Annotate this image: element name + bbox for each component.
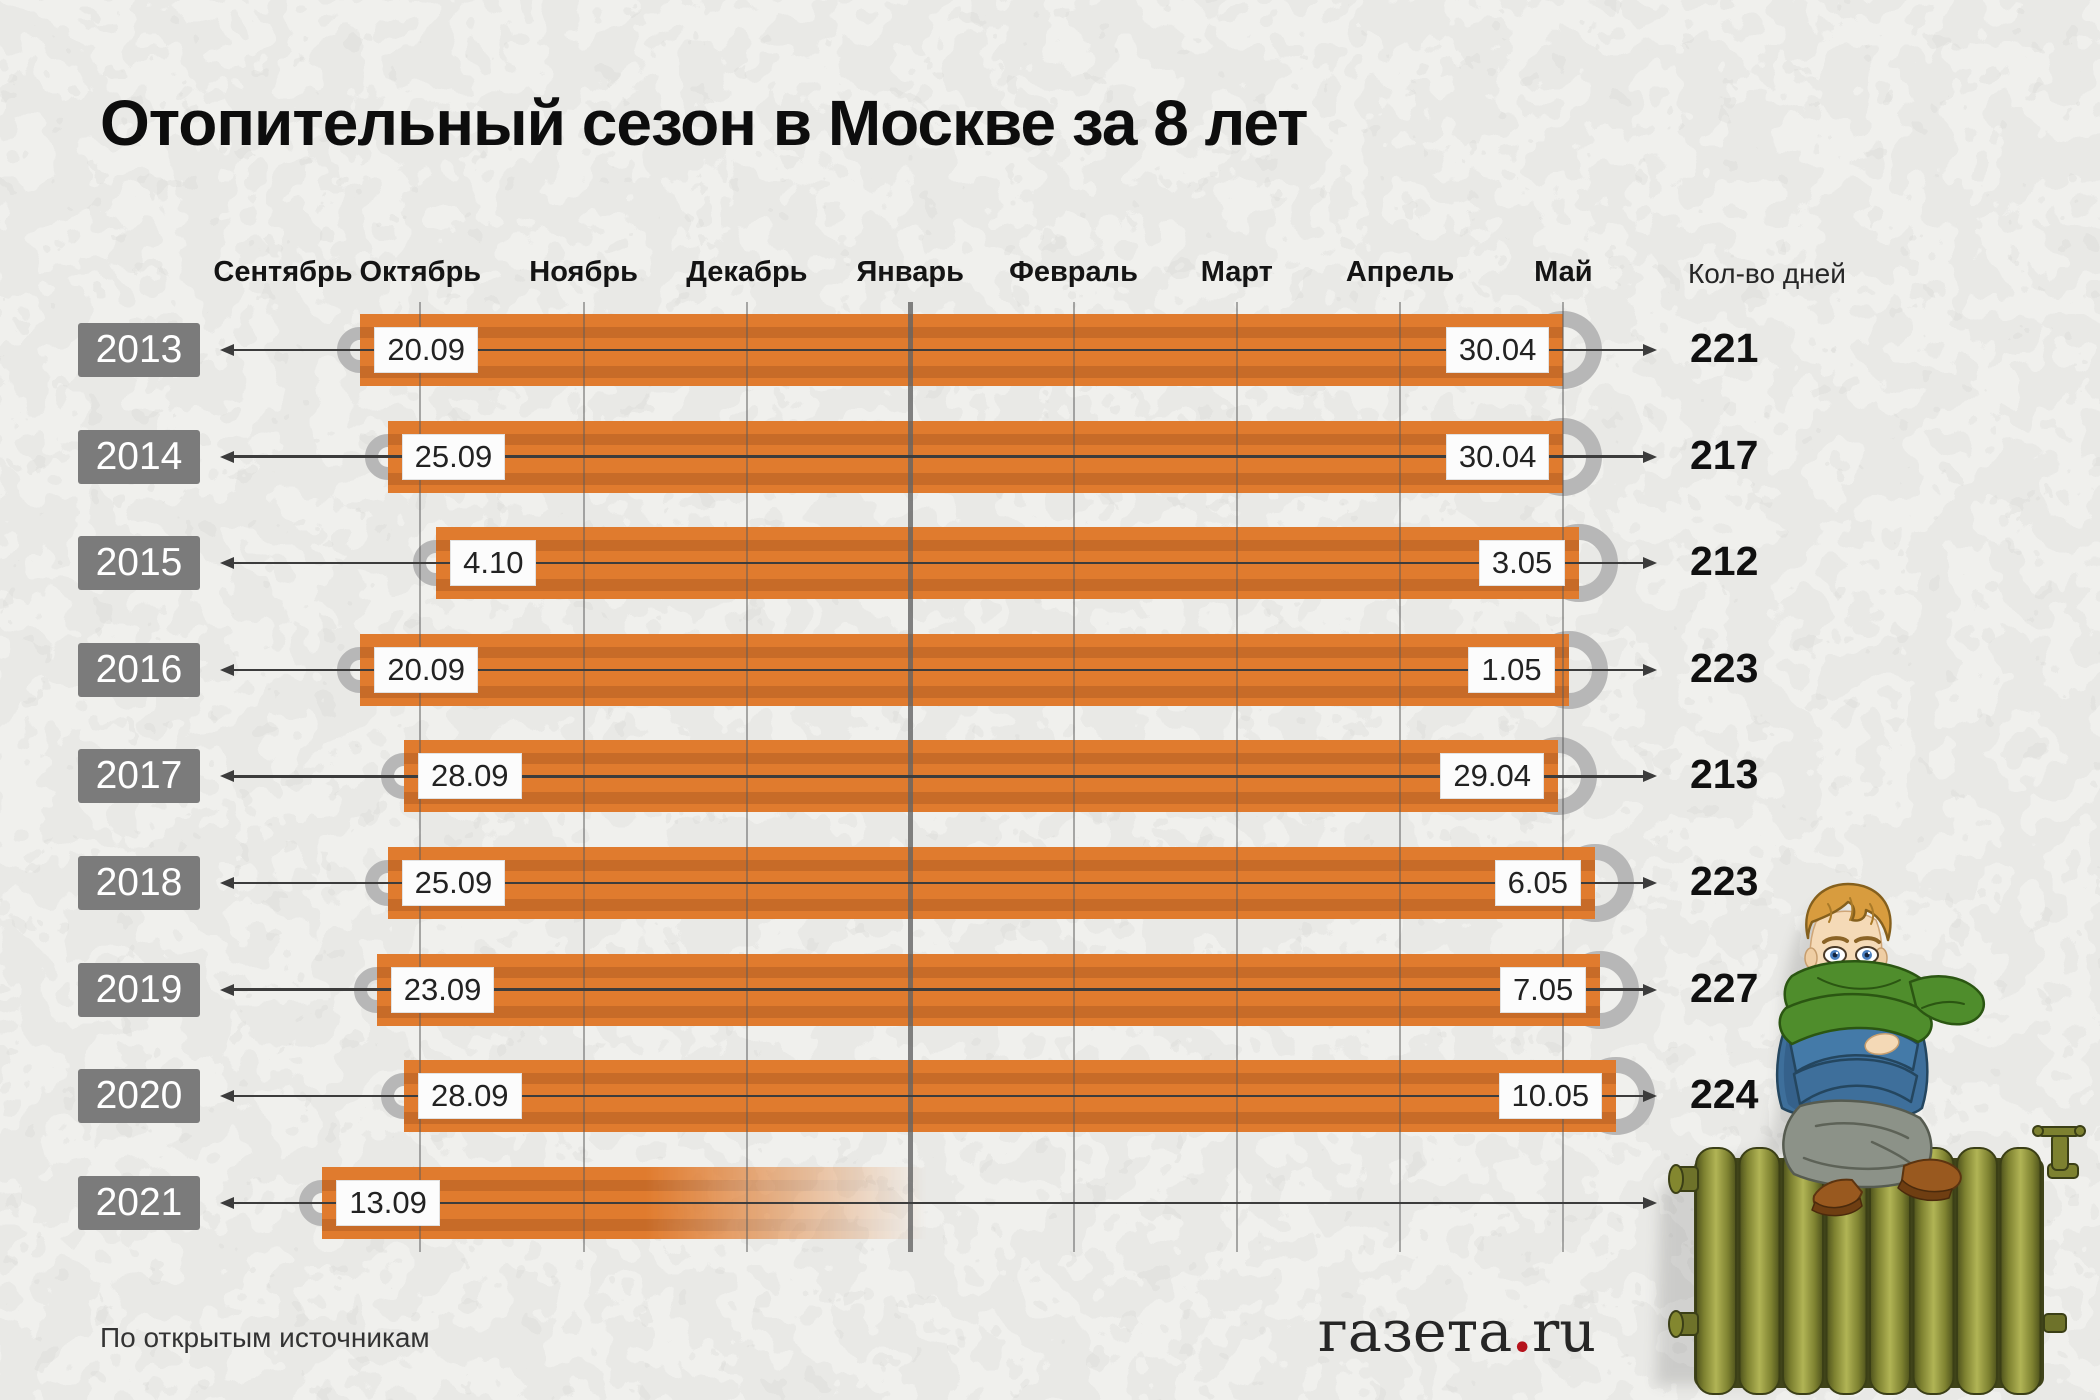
days-count-2016: 223 xyxy=(1690,644,1759,691)
end-date-label-2014: 30.04 xyxy=(1445,433,1550,480)
days-count-2014: 217 xyxy=(1690,431,1759,478)
row-line-right-arrow-icon xyxy=(1643,344,1657,356)
start-date-label-2013: 20.09 xyxy=(374,327,478,373)
row-line-right-arrow-icon xyxy=(1643,557,1657,570)
month-label-4: Январь xyxy=(856,256,964,288)
row-line-left-arrow-icon xyxy=(220,663,234,676)
source-note: По открытым источникам xyxy=(100,1322,430,1353)
end-date-label-2016: 1.05 xyxy=(1468,646,1555,693)
month-label-7: Апрель xyxy=(1345,256,1455,288)
end-date-label-2018: 6.05 xyxy=(1494,860,1582,906)
start-date-label-2016: 20.09 xyxy=(374,646,478,693)
logo-dot-icon: . xyxy=(1512,1298,1533,1365)
days-count-2017: 213 xyxy=(1690,751,1759,798)
year-label-2018: 2018 xyxy=(78,856,200,910)
month-label-5: Февраль xyxy=(1009,256,1138,288)
year-label-2017: 2017 xyxy=(78,749,200,804)
start-date-label-2020: 28.09 xyxy=(417,1073,522,1120)
year-label-2016: 2016 xyxy=(78,642,200,697)
start-date-label-2017: 28.09 xyxy=(417,753,522,800)
end-date-label-2019: 7.05 xyxy=(1499,966,1587,1013)
logo-word: газета xyxy=(1318,1299,1513,1365)
year-label-2021: 2021 xyxy=(78,1175,200,1230)
row-line-left-arrow-icon xyxy=(220,344,234,356)
row-line-right-arrow-icon xyxy=(1643,663,1657,676)
end-date-label-2015: 3.05 xyxy=(1478,540,1566,587)
days-count-2015: 212 xyxy=(1690,538,1759,585)
boy xyxy=(1775,882,1985,1217)
row-line-left-arrow-icon xyxy=(220,450,234,463)
days-count-2013: 221 xyxy=(1690,325,1759,371)
row-line-left-arrow-icon xyxy=(220,557,234,570)
gazeta-logo: газета.ru xyxy=(1318,1298,1596,1365)
row-line-left-arrow-icon xyxy=(220,1196,234,1209)
row-line-left-arrow-icon xyxy=(220,1090,234,1103)
year-label-2015: 2015 xyxy=(78,536,200,591)
start-date-label-2021: 13.09 xyxy=(336,1179,440,1226)
end-date-label-2017: 29.04 xyxy=(1440,753,1544,800)
row-line-2015 xyxy=(232,561,1644,565)
year-label-2019: 2019 xyxy=(78,962,200,1017)
month-label-8: Май xyxy=(1534,256,1593,288)
row-line-right-arrow-icon xyxy=(1643,770,1657,783)
start-date-label-2014: 25.09 xyxy=(401,433,506,480)
start-date-label-2018: 25.09 xyxy=(401,860,506,906)
row-line-left-arrow-icon xyxy=(220,983,234,996)
start-date-label-2015: 4.10 xyxy=(450,540,537,587)
row-line-left-arrow-icon xyxy=(220,770,234,783)
month-label-1: Октябрь xyxy=(359,256,482,288)
year-label-2020: 2020 xyxy=(78,1069,200,1124)
col-days-label: Кол-во дней xyxy=(1688,258,1846,289)
month-label-3: Декабрь xyxy=(686,256,808,288)
row-line-right-arrow-icon xyxy=(1643,450,1657,463)
row-line-left-arrow-icon xyxy=(220,877,234,889)
month-label-2: Ноябрь xyxy=(529,256,638,288)
year-label-2013: 2013 xyxy=(78,323,200,377)
boy-on-radiator-illustration xyxy=(1656,882,2086,1395)
end-date-label-2013: 30.04 xyxy=(1445,327,1550,373)
end-date-label-2020: 10.05 xyxy=(1498,1073,1603,1120)
radiator-bottom-right-pipe xyxy=(2043,1313,2067,1333)
page-title: Отопительный сезон в Москве за 8 лет xyxy=(100,87,1308,159)
month-label-6: Март xyxy=(1200,256,1273,288)
year-label-2014: 2014 xyxy=(78,429,200,484)
start-date-label-2019: 23.09 xyxy=(390,966,495,1013)
row-line-2021 xyxy=(232,1201,1644,1205)
logo-tld: ru xyxy=(1532,1299,1597,1365)
month-label-0: Сентябрь xyxy=(213,256,353,288)
